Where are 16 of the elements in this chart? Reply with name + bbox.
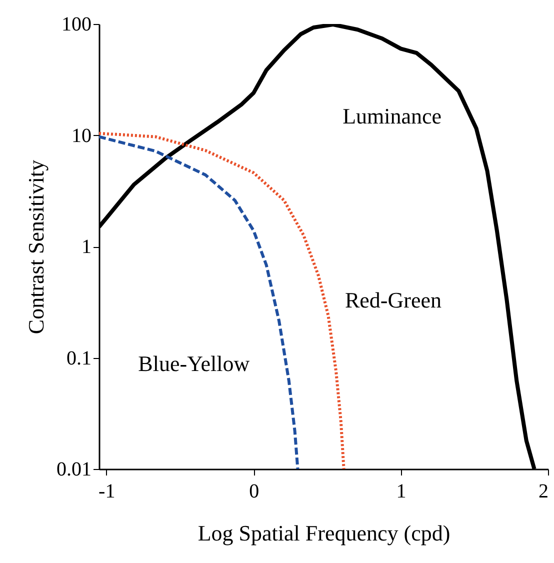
series-label: Luminance bbox=[342, 104, 442, 129]
y-tick-label: 0.1 bbox=[66, 347, 92, 370]
y-axis-title: Contrast Sensitivity bbox=[24, 160, 48, 334]
line-series bbox=[99, 132, 346, 469]
x-tick-label: -1 bbox=[98, 480, 116, 502]
y-tick-label: 10 bbox=[72, 124, 92, 147]
y-tick-label: 1 bbox=[82, 236, 92, 258]
x-axis-title: Log Spatial Frequency (cpd) bbox=[198, 520, 450, 546]
series-label: Blue-Yellow bbox=[138, 350, 250, 376]
x-tick-label: 2 bbox=[538, 480, 548, 502]
series-label: Red-Green bbox=[344, 287, 442, 312]
x-tick-label: 0 bbox=[249, 480, 260, 502]
x-tick-label: 1 bbox=[396, 480, 406, 502]
y-tick-label: 0.01 bbox=[56, 458, 92, 480]
y-tick-label: 100 bbox=[62, 14, 92, 36]
line-series bbox=[99, 135, 300, 469]
